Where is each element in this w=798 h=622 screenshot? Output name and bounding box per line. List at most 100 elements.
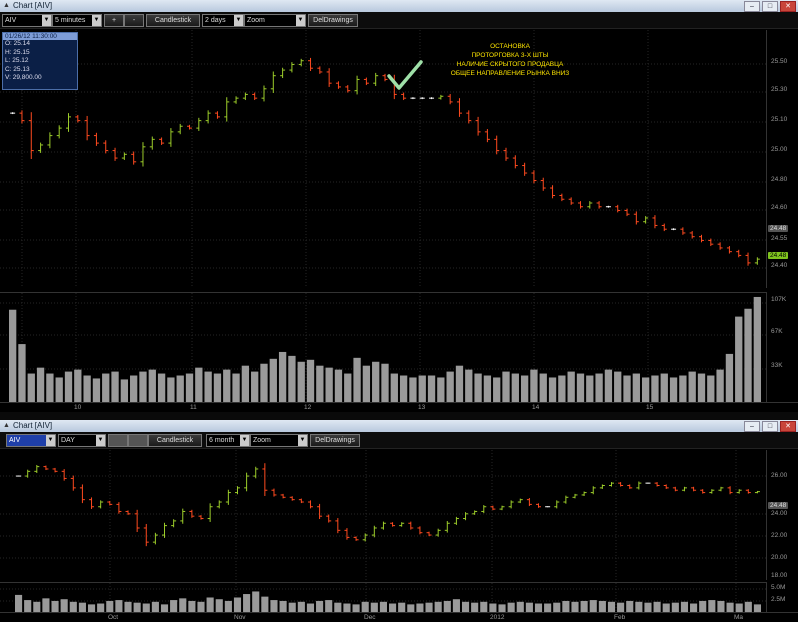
volume-bar bbox=[251, 371, 259, 403]
ohlc-date: 01/26/12 11:30:00 bbox=[3, 33, 77, 40]
chart-toolbar: AIV ▼ 5 minutes ▼ + - Candlestick 2 days ▼ … bbox=[0, 12, 798, 29]
maximize-button[interactable]: □ bbox=[762, 421, 778, 432]
time-axis: Oct Nov Dec 2012 Feb Ma bbox=[0, 612, 798, 622]
price-pane[interactable] bbox=[0, 450, 766, 580]
minimize-button[interactable]: – bbox=[744, 421, 760, 432]
window-title: Chart [AIV] bbox=[13, 421, 53, 430]
volume-axis: 107K 67K 33K bbox=[766, 292, 798, 402]
interval-value: 5 minutes bbox=[55, 17, 86, 24]
time-axis-label: Feb bbox=[614, 614, 626, 621]
chevron-down-icon: ▼ bbox=[42, 15, 51, 26]
zoom-in-button[interactable] bbox=[108, 434, 128, 447]
volume-bar bbox=[130, 375, 138, 403]
volume-bar bbox=[261, 596, 269, 613]
volume-bar bbox=[562, 600, 570, 613]
volume-bar bbox=[744, 601, 752, 613]
volume-bar bbox=[525, 602, 533, 613]
del-drawings-button[interactable]: DelDrawings bbox=[308, 14, 358, 27]
volume-bar bbox=[641, 377, 650, 403]
interval-select[interactable]: 5 minutes ▼ bbox=[52, 14, 102, 27]
volume-bar bbox=[232, 373, 240, 403]
volume-bar bbox=[409, 377, 417, 403]
volume-bar bbox=[148, 369, 156, 403]
price-axis-label: 24.80 bbox=[771, 176, 788, 183]
volume-bar bbox=[595, 373, 603, 403]
maximize-button[interactable]: □ bbox=[762, 1, 778, 12]
time-axis-label: 12 bbox=[304, 404, 312, 411]
volume-bar bbox=[586, 375, 594, 403]
volume-bar bbox=[106, 600, 114, 613]
volume-bar bbox=[502, 371, 510, 403]
volume-bar bbox=[115, 600, 123, 613]
chevron-down-icon: ▼ bbox=[234, 15, 243, 26]
volume-bar bbox=[539, 373, 547, 403]
volume-bar bbox=[589, 600, 597, 613]
volume-bar bbox=[452, 599, 460, 613]
volume-bar bbox=[260, 363, 268, 403]
volume-bar bbox=[498, 604, 506, 613]
price-axis-label: 25.30 bbox=[771, 86, 788, 93]
volume-bar bbox=[744, 308, 752, 403]
candlestick-button[interactable]: Candlestick bbox=[146, 14, 200, 27]
zoom-mode-select[interactable]: Zoom ▼ bbox=[250, 434, 308, 447]
title-bar[interactable]: ▲ Chart [AIV] – □ ✕ bbox=[0, 0, 798, 12]
price-pane[interactable] bbox=[0, 30, 766, 288]
price-axis[interactable]: 26.00 24.48 24.00 22.00 20.00 18.00 bbox=[766, 450, 798, 580]
close-button[interactable]: ✕ bbox=[780, 421, 796, 432]
volume-bar bbox=[297, 601, 305, 613]
minimize-button[interactable]: – bbox=[744, 1, 760, 12]
volume-bar bbox=[416, 603, 424, 613]
zoom-mode-value: Zoom bbox=[247, 17, 265, 24]
ohlc-open: O: 25.14 bbox=[5, 40, 30, 47]
volume-bar bbox=[699, 600, 707, 613]
volume-bar bbox=[297, 361, 305, 403]
volume-bar bbox=[480, 601, 488, 613]
price-axis[interactable]: 25.50 25.30 25.10 25.00 24.80 24.60 24.4… bbox=[766, 30, 798, 288]
volume-axis-label: 107K bbox=[771, 296, 787, 303]
volume-bar bbox=[418, 375, 426, 403]
volume-bar bbox=[24, 600, 32, 613]
volume-bar bbox=[102, 373, 110, 403]
volume-bar bbox=[697, 373, 706, 403]
ohlc-tooltip: 01/26/12 11:30:00 O: 25.14 H: 25.15 L: 2… bbox=[2, 32, 78, 90]
volume-bar bbox=[223, 369, 231, 403]
volume-pane[interactable] bbox=[0, 582, 766, 613]
del-drawings-button[interactable]: DelDrawings bbox=[310, 434, 360, 447]
price-axis-label: 18.00 bbox=[771, 572, 788, 579]
symbol-select[interactable]: AIV ▼ bbox=[6, 434, 56, 447]
zoom-mode-select[interactable]: Zoom ▼ bbox=[244, 14, 306, 27]
volume-bar bbox=[434, 601, 442, 613]
volume-bar bbox=[753, 296, 761, 403]
symbol-select[interactable]: AIV ▼ bbox=[2, 14, 52, 27]
zoom-in-button[interactable]: + bbox=[104, 14, 124, 27]
range-select[interactable]: 6 month ▼ bbox=[206, 434, 250, 447]
close-button[interactable]: ✕ bbox=[780, 1, 796, 12]
symbol-value: AIV bbox=[5, 17, 17, 24]
volume-bar bbox=[671, 602, 679, 613]
volume-bar bbox=[353, 357, 361, 403]
volume-bar bbox=[139, 371, 147, 403]
days-select[interactable]: 2 days ▼ bbox=[202, 14, 244, 27]
volume-chart bbox=[0, 583, 766, 613]
volume-bar bbox=[288, 355, 296, 403]
volume-bar bbox=[213, 373, 222, 403]
title-bar[interactable]: ▲ Chart [AIV] – □ ✕ bbox=[0, 420, 798, 432]
range-value: 6 month bbox=[209, 437, 235, 444]
volume-bar bbox=[179, 598, 187, 613]
volume-bar bbox=[306, 603, 315, 613]
volume-bar bbox=[111, 371, 119, 403]
volume-bar bbox=[124, 601, 132, 613]
volume-bar bbox=[534, 603, 543, 613]
volume-bar bbox=[461, 601, 470, 613]
volume-bar bbox=[334, 602, 342, 613]
interval-select[interactable]: DAY ▼ bbox=[58, 434, 106, 447]
volume-bar bbox=[270, 600, 278, 613]
volume-pane[interactable] bbox=[0, 292, 766, 403]
price-axis-label: 20.00 bbox=[771, 554, 788, 561]
zoom-out-button[interactable]: - bbox=[124, 14, 144, 27]
volume-bar bbox=[688, 371, 696, 403]
time-axis: 10 11 12 13 14 15 bbox=[0, 402, 798, 412]
volume-bar bbox=[690, 603, 698, 613]
zoom-out-button[interactable] bbox=[128, 434, 148, 447]
candlestick-button[interactable]: Candlestick bbox=[148, 434, 202, 447]
